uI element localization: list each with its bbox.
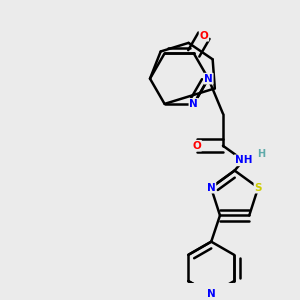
Text: O: O (192, 141, 201, 151)
Text: N: N (204, 74, 213, 84)
Text: N: N (189, 99, 198, 109)
Text: NH: NH (235, 155, 252, 165)
Text: N: N (207, 289, 216, 299)
Text: N: N (207, 183, 215, 193)
Text: H: H (257, 149, 265, 160)
Text: O: O (200, 31, 208, 41)
Text: S: S (254, 183, 262, 193)
